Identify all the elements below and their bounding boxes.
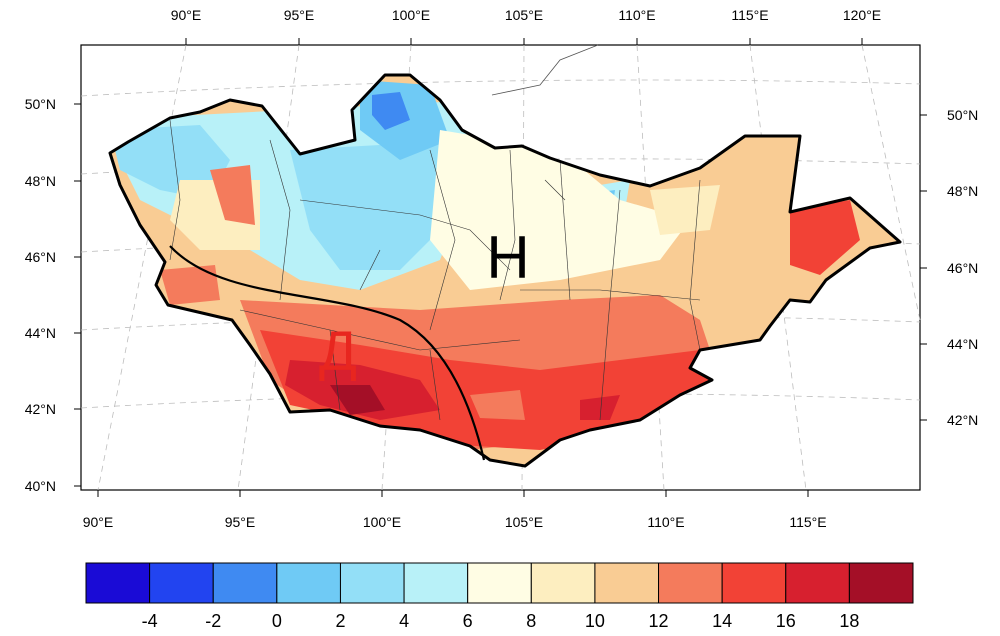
top-tick-label: 90°E	[171, 7, 202, 23]
region-label-d: Д	[319, 319, 357, 382]
colorbar-bin	[467, 562, 532, 604]
colorbar-label: -4	[142, 611, 158, 631]
top-tick-label: 95°E	[284, 7, 315, 23]
top-tick-label: 110°E	[618, 7, 655, 23]
bottom-tick-label: 95°E	[225, 514, 256, 530]
bottom-tick-label: 115°E	[789, 514, 826, 530]
colorbar-label: 10	[585, 611, 605, 631]
left-latitude-ticks: 50°N 48°N 46°N 44°N 42°N 40°N	[25, 96, 81, 494]
top-tick-label: 105°E	[505, 7, 543, 23]
grid-lon-90	[97, 44, 187, 491]
colorbar-label: 2	[335, 611, 345, 631]
top-tick-label: 100°E	[392, 7, 430, 23]
zone-divider-curve	[169, 245, 486, 461]
right-latitude-ticks: 50°N 48°N 46°N 44°N 42°N	[920, 107, 978, 428]
neighbor-border-line	[491, 44, 599, 96]
colorbar-label: 6	[463, 611, 473, 631]
left-tick-label: 42°N	[25, 401, 56, 417]
left-tick-label: 40°N	[25, 478, 56, 494]
region-label-h: Н	[486, 224, 529, 291]
colorbar-bin	[530, 562, 596, 604]
colorbar-label: 18	[839, 611, 859, 631]
left-tick-label: 44°N	[25, 325, 56, 341]
colorbar-label: 14	[712, 611, 732, 631]
right-tick-label: 46°N	[947, 260, 978, 276]
right-tick-label: 44°N	[947, 336, 978, 352]
colorbar-bin	[594, 562, 660, 604]
province-borders	[169, 119, 701, 421]
bottom-tick-label: 110°E	[647, 514, 684, 530]
colorbar-bin	[785, 562, 850, 604]
colorbar-label: 12	[649, 611, 669, 631]
grid-lat-50	[80, 79, 921, 97]
colorbar-bin	[339, 562, 405, 604]
bottom-longitude-ticks: 90°E 95°E 100°E 105°E 110°E 115°E	[83, 490, 827, 530]
colorbar-label: 0	[272, 611, 282, 631]
colorbar-bin	[276, 562, 341, 604]
left-tick-label: 46°N	[25, 249, 56, 265]
top-longitude-ticks: 90°E 95°E 100°E 105°E 110°E 115°E 120°E	[171, 7, 881, 45]
colorbar-bin	[403, 562, 469, 604]
top-tick-label: 115°E	[731, 7, 768, 23]
colorbar: -4 -2 0 2 4 6 8 10 12 14 16 18	[85, 562, 914, 631]
colorbar-bin	[212, 562, 278, 604]
colorbar-bin	[848, 562, 914, 604]
left-tick-label: 48°N	[25, 173, 56, 189]
right-tick-label: 50°N	[947, 107, 978, 123]
left-tick-label: 50°N	[25, 96, 56, 112]
colorbar-label: 4	[399, 611, 409, 631]
right-tick-label: 42°N	[947, 412, 978, 428]
colorbar-bin	[658, 562, 723, 604]
colorbar-bin	[149, 562, 214, 604]
colorbar-bin	[85, 562, 151, 604]
colorbar-bin	[721, 562, 787, 604]
mongolia-border	[108, 73, 902, 468]
bottom-tick-label: 100°E	[363, 514, 401, 530]
colorbar-label: -2	[205, 611, 221, 631]
right-tick-label: 48°N	[947, 183, 978, 199]
grid-lon-120	[861, 44, 921, 321]
colorbar-label: 16	[776, 611, 796, 631]
top-tick-label: 120°E	[843, 7, 881, 23]
bottom-tick-label: 90°E	[83, 514, 114, 530]
colorbar-label: 8	[526, 611, 536, 631]
bottom-tick-label: 105°E	[505, 514, 543, 530]
